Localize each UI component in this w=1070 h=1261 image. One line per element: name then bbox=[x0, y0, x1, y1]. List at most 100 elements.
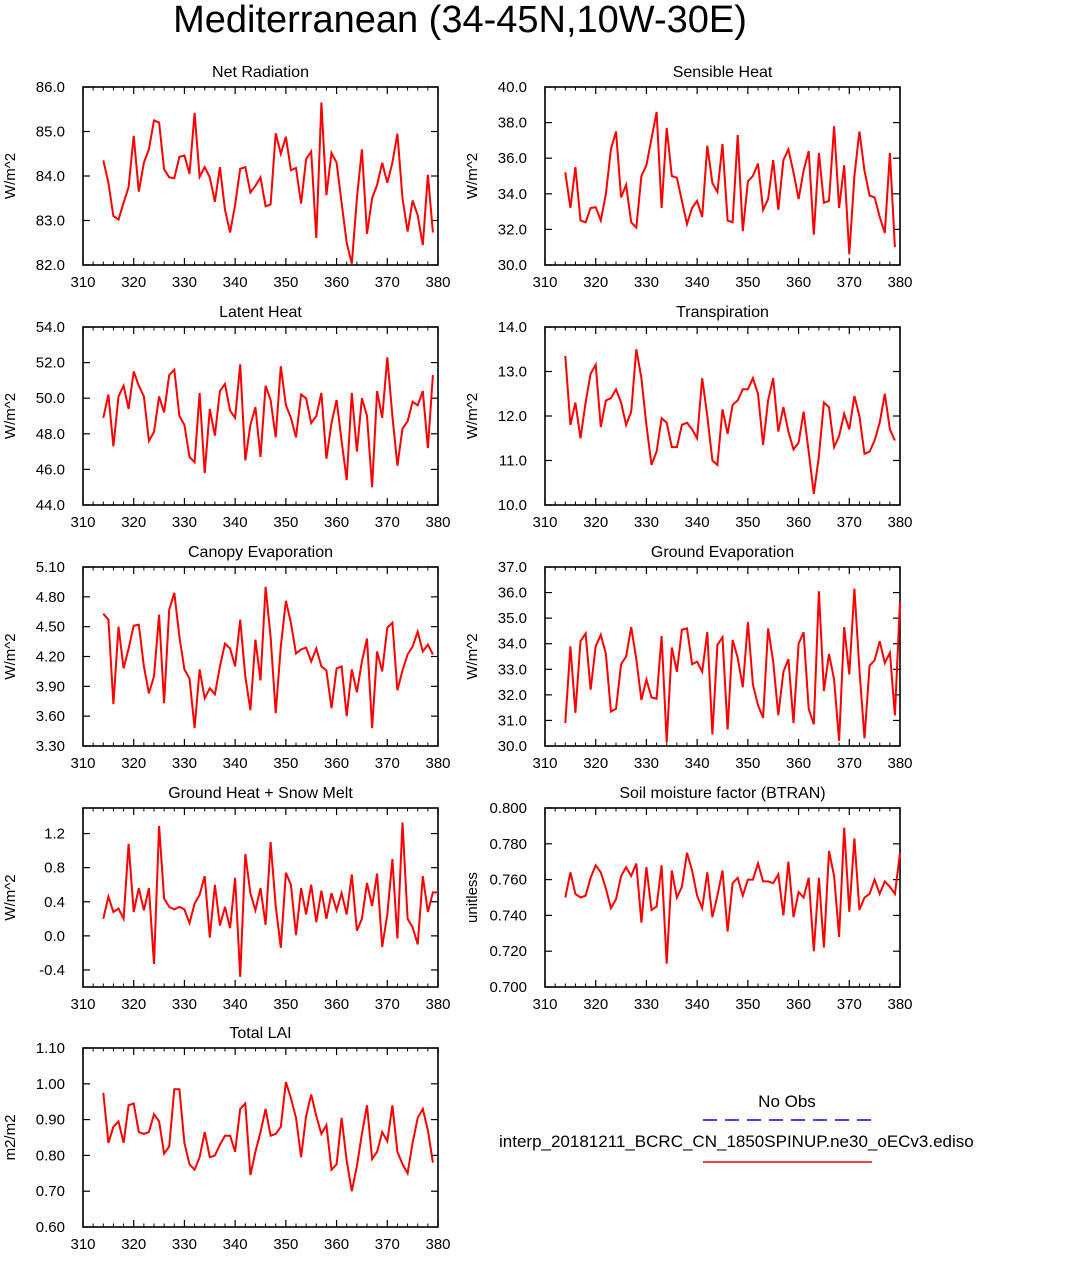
y-tick-label: 30.0 bbox=[498, 257, 527, 274]
x-tick-label: 360 bbox=[324, 1236, 349, 1253]
y-tick-label: 83.0 bbox=[36, 213, 65, 230]
x-tick-label: 370 bbox=[375, 755, 400, 772]
y-tick-label: 35.0 bbox=[498, 610, 527, 627]
y-tick-label: 14.0 bbox=[498, 319, 527, 336]
x-tick-label: 360 bbox=[786, 274, 811, 291]
panel-title: Total LAI bbox=[229, 1025, 291, 1042]
x-tick-label: 360 bbox=[786, 514, 811, 531]
x-tick-label: 330 bbox=[634, 755, 659, 772]
x-tick-label: 350 bbox=[273, 996, 298, 1013]
x-tick-label: 330 bbox=[172, 274, 197, 291]
panel-8: Soil moisture factor (BTRAN) 310 320 330 340… bbox=[464, 785, 913, 1013]
y-tick-label: 38.0 bbox=[498, 115, 527, 132]
legend-obs-label: No Obs bbox=[758, 1092, 816, 1111]
y-tick-label: 30.0 bbox=[498, 738, 527, 755]
x-tick-label: 320 bbox=[121, 996, 146, 1013]
x-tick-label: 320 bbox=[583, 755, 608, 772]
y-tick-label: 3.90 bbox=[36, 678, 65, 695]
y-tick-label: 1.10 bbox=[36, 1040, 65, 1057]
x-tick-label: 370 bbox=[837, 514, 862, 531]
panel-title: Ground Evaporation bbox=[651, 544, 794, 561]
x-tick-label: 340 bbox=[223, 996, 248, 1013]
y-tick-label: 36.0 bbox=[498, 585, 527, 602]
panel-title: Soil moisture factor (BTRAN) bbox=[619, 785, 825, 802]
x-tick-label: 380 bbox=[425, 274, 450, 291]
y-tick-label: 0.740 bbox=[489, 907, 527, 924]
y-tick-label: 85.0 bbox=[36, 124, 65, 141]
y-tick-label: 40.0 bbox=[498, 79, 527, 96]
y-tick-label: 52.0 bbox=[36, 355, 65, 372]
x-tick-label: 310 bbox=[70, 996, 95, 1013]
y-tick-label: 5.10 bbox=[36, 559, 65, 576]
x-tick-label: 310 bbox=[532, 514, 557, 531]
x-tick-label: 310 bbox=[70, 274, 95, 291]
series-line bbox=[564, 588, 901, 743]
x-tick-label: 340 bbox=[685, 996, 710, 1013]
y-tick-label: 84.0 bbox=[36, 168, 65, 185]
y-tick-label: 0.700 bbox=[489, 979, 527, 996]
x-tick-label: 330 bbox=[172, 755, 197, 772]
x-tick-label: 340 bbox=[223, 274, 248, 291]
y-tick-label: 32.0 bbox=[498, 687, 527, 704]
x-tick-label: 350 bbox=[735, 274, 760, 291]
y-tick-label: 33.0 bbox=[498, 661, 527, 678]
x-tick-label: 340 bbox=[685, 514, 710, 531]
y-tick-label: 3.60 bbox=[36, 708, 65, 725]
y-axis-label: W/m^2 bbox=[2, 393, 19, 439]
y-tick-label: 0.80 bbox=[36, 1147, 65, 1164]
y-tick-label: 0.800 bbox=[489, 800, 527, 817]
x-tick-label: 320 bbox=[583, 514, 608, 531]
series-line bbox=[102, 1081, 434, 1192]
y-tick-label: 50.0 bbox=[36, 390, 65, 407]
x-tick-label: 370 bbox=[375, 274, 400, 291]
x-tick-label: 310 bbox=[70, 755, 95, 772]
x-tick-label: 340 bbox=[685, 755, 710, 772]
y-tick-label: 13.0 bbox=[498, 364, 527, 381]
x-tick-label: 380 bbox=[425, 1236, 450, 1253]
legend-model-label: interp_20181211_BCRC_CN_1850SPINUP.ne30_… bbox=[499, 1132, 974, 1151]
plot-frame bbox=[544, 86, 901, 266]
x-tick-label: 370 bbox=[837, 755, 862, 772]
x-tick-label: 350 bbox=[735, 996, 760, 1013]
y-tick-label: 12.0 bbox=[498, 408, 527, 425]
panel-1: Net Radiation 310 320 330 340 350 360 370 380 82.… bbox=[2, 64, 451, 291]
y-tick-label: 34.0 bbox=[498, 636, 527, 653]
y-tick-label: 86.0 bbox=[36, 79, 65, 96]
y-axis-label: W/m^2 bbox=[464, 633, 481, 679]
x-tick-label: 380 bbox=[887, 274, 912, 291]
panel-title: Latent Heat bbox=[219, 304, 302, 321]
y-tick-label: 0.720 bbox=[489, 943, 527, 960]
x-tick-label: 370 bbox=[837, 996, 862, 1013]
y-tick-label: 36.0 bbox=[498, 150, 527, 167]
x-tick-label: 350 bbox=[273, 755, 298, 772]
y-tick-label: 1.2 bbox=[44, 826, 65, 843]
series-line bbox=[564, 827, 901, 964]
x-tick-label: 310 bbox=[532, 996, 557, 1013]
y-tick-label: 0.8 bbox=[44, 860, 65, 877]
x-tick-label: 350 bbox=[273, 514, 298, 531]
x-tick-label: 340 bbox=[223, 755, 248, 772]
y-tick-label: 31.0 bbox=[498, 712, 527, 729]
legend: No Obs interp_20181211_BCRC_CN_1850SPINUP… bbox=[499, 1092, 974, 1163]
x-tick-label: 340 bbox=[223, 514, 248, 531]
x-tick-label: 360 bbox=[324, 755, 349, 772]
y-tick-label: 32.0 bbox=[498, 221, 527, 238]
y-axis-label: W/m^2 bbox=[2, 874, 19, 920]
x-tick-label: 340 bbox=[685, 274, 710, 291]
x-tick-label: 320 bbox=[121, 274, 146, 291]
y-tick-label: 3.30 bbox=[36, 738, 65, 755]
x-tick-label: 350 bbox=[735, 514, 760, 531]
x-tick-label: 370 bbox=[837, 274, 862, 291]
y-tick-label: 11.0 bbox=[499, 453, 527, 470]
panel-title: Ground Heat + Snow Melt bbox=[168, 785, 353, 802]
x-tick-label: 310 bbox=[70, 1236, 95, 1253]
x-tick-label: 310 bbox=[532, 755, 557, 772]
x-tick-label: 380 bbox=[425, 755, 450, 772]
panel-9: Total LAI 310 320 330 340 350 360 370 380 0.60 0.7… bbox=[2, 1025, 451, 1253]
plot-frame bbox=[544, 566, 901, 747]
x-tick-label: 380 bbox=[887, 755, 912, 772]
x-tick-label: 350 bbox=[735, 755, 760, 772]
series-line bbox=[564, 349, 896, 495]
panel-title: Sensible Heat bbox=[673, 64, 773, 81]
panel-6: Ground Evaporation 310 320 330 340 350 360 370 3… bbox=[464, 544, 913, 772]
